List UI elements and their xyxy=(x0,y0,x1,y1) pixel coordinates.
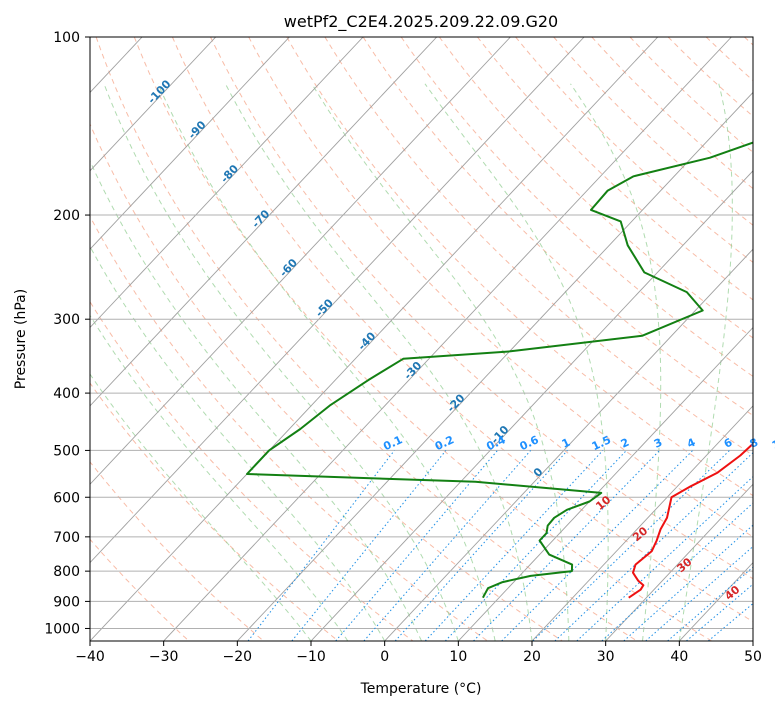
mixing-ratio-line xyxy=(394,450,568,641)
moist-adiabat-line xyxy=(570,83,662,641)
mixing-ratio-line xyxy=(424,450,604,641)
isotherm-line xyxy=(458,326,753,641)
mixing-ratio-line xyxy=(667,566,753,641)
y-tick-label: 700 xyxy=(53,530,80,546)
moist-adiabat-line xyxy=(90,159,422,641)
background-lines xyxy=(90,37,753,641)
mixing-ratio-line xyxy=(576,475,753,641)
isotherm-line xyxy=(605,483,753,641)
moist-adiabat-line xyxy=(224,83,533,641)
mixing-ratio-line xyxy=(247,450,395,641)
x-tick-label: −10 xyxy=(296,649,326,665)
mixing-ratio-line xyxy=(473,450,660,641)
y-tick-label: 1000 xyxy=(44,621,80,637)
dry-adiabat-line xyxy=(400,37,753,377)
x-tick-label: 20 xyxy=(523,649,541,665)
x-tick-label: 50 xyxy=(744,649,762,665)
isotherm-line xyxy=(90,37,290,250)
mixing-ratio-line xyxy=(291,450,447,641)
y-tick-label: 900 xyxy=(53,594,80,610)
x-tick-label: 40 xyxy=(670,649,688,665)
isotherm-line xyxy=(384,248,753,641)
temperature-profile xyxy=(628,442,753,599)
x-tick-label: 0 xyxy=(380,649,389,665)
isotherm-line xyxy=(90,37,511,485)
dry-adiabat-line xyxy=(324,37,753,456)
dewpoint-profile xyxy=(246,141,753,599)
dry-adiabat-line xyxy=(362,37,753,417)
mixing-ratio-line xyxy=(601,502,753,641)
isotherm-line xyxy=(90,37,438,407)
isotherm-line xyxy=(90,37,585,564)
mixing-ratio-label: 10 xyxy=(770,434,775,452)
dry-adiabat-line xyxy=(171,37,753,623)
mixing-ratio-line xyxy=(707,602,753,641)
dry-adiabat-line xyxy=(95,37,638,641)
dry-adiabat-line xyxy=(90,538,190,641)
y-tick-label: 600 xyxy=(53,490,80,506)
dry-adiabat-line xyxy=(90,215,488,641)
moist-adiabat-line xyxy=(90,245,386,641)
isotherm-line xyxy=(531,405,753,641)
isotherm-line xyxy=(90,37,217,172)
mixing-ratio-line xyxy=(645,545,753,641)
x-tick-label: −40 xyxy=(75,649,105,665)
y-axis-label: Pressure (hPa) xyxy=(13,289,29,389)
x-tick-label: −20 xyxy=(223,649,253,665)
y-tick-label: 300 xyxy=(53,312,80,328)
y-tick-label: 500 xyxy=(53,443,80,459)
y-tick-label: 400 xyxy=(53,386,80,402)
y-axis-ticks: 100 200 300 400 500 600 700 800 900 1000 xyxy=(44,30,90,637)
isotherm-line xyxy=(163,37,732,641)
x-axis-label: Temperature (°C) xyxy=(360,681,482,697)
series-lines xyxy=(246,141,753,599)
y-tick-label: 100 xyxy=(53,30,80,46)
x-tick-label: −30 xyxy=(149,649,179,665)
isotherm-line xyxy=(90,37,364,329)
dry-adiabat-line xyxy=(286,37,753,497)
isotherm-line xyxy=(237,91,753,641)
dry-adiabat-line xyxy=(90,122,563,641)
mixing-ratio-line xyxy=(501,450,694,641)
x-axis-ticks: −40 −30 −20 −10 0 10 20 30 40 50 xyxy=(75,641,762,665)
chart-title: wetPf2_C2E4.2025.209.22.09.G20 xyxy=(284,12,558,32)
y-tick-label: 800 xyxy=(53,564,80,580)
moist-adiabat-line xyxy=(90,373,312,641)
x-tick-label: 30 xyxy=(597,649,615,665)
x-tick-label: 10 xyxy=(449,649,467,665)
moist-adiabat-line xyxy=(157,83,496,641)
isotherm-line xyxy=(310,170,753,641)
plot-frame xyxy=(89,36,754,642)
isotherm-line xyxy=(90,37,659,641)
y-tick-label: 200 xyxy=(53,208,80,224)
mixing-ratio-line xyxy=(686,583,753,641)
